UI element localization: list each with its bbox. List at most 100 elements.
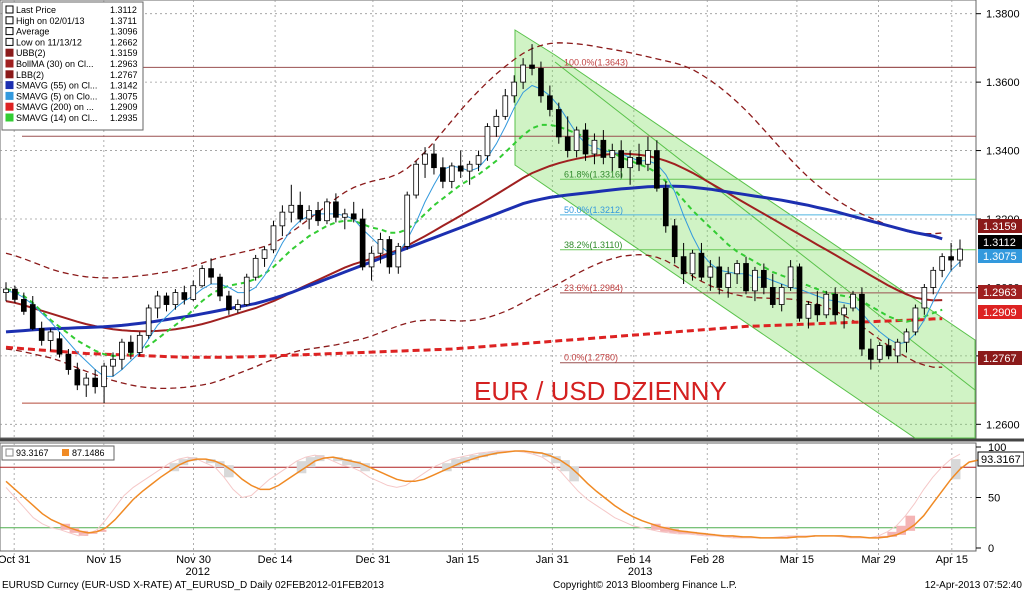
candle-body (38, 328, 45, 341)
footer-center: Copyright© 2013 Bloomberg Finance L.P. (553, 580, 737, 591)
legend-label: SMAVG (200) on ... (16, 102, 94, 112)
candle-body (520, 64, 526, 83)
candle-body (190, 285, 197, 300)
candle-body (957, 248, 963, 261)
candle-body (208, 268, 214, 278)
oscillator-tick-label: 0 (988, 543, 994, 555)
legend-swatch (5, 59, 14, 68)
candle-body (716, 266, 723, 288)
oscillator-legend-swatch (5, 448, 14, 457)
candle-body (743, 263, 749, 292)
candle-body (65, 353, 72, 370)
y-tick-label: 1.3800 (986, 9, 1020, 21)
candle-body (288, 204, 295, 213)
candle-body (350, 213, 357, 220)
candle-body (885, 345, 892, 357)
candle-body (725, 273, 732, 288)
y-tick-label: 1.2600 (986, 419, 1020, 431)
oscillator-shade (96, 529, 107, 532)
candle-body (636, 157, 642, 165)
candle-body (404, 194, 411, 247)
legend-swatch (5, 5, 14, 14)
candle-body (136, 334, 143, 353)
legend: Last Price 1.3112 High on 02/01/13 1.3711 Av… (1, 1, 144, 131)
price-tag-value: 1.2909 (983, 307, 1017, 319)
x-tick-label: Nov 30 (176, 554, 211, 566)
candle-body (324, 201, 330, 222)
oscillator-k-line (5, 450, 961, 539)
candle-body (930, 269, 937, 288)
candle-body (680, 256, 687, 275)
candle-body (359, 218, 366, 268)
candle-body (654, 150, 660, 189)
legend-swatch (5, 16, 14, 25)
footer: EURUSD Curncy (EUR-USD X-RATE) AT_EURUSD… (2, 580, 1022, 591)
x-tick-label: Feb 14 (617, 554, 651, 566)
candle-body (261, 249, 268, 259)
x-tick-label: Jan 15 (446, 554, 479, 566)
candle-body (547, 95, 553, 110)
x-tick-label: Apr 15 (936, 554, 968, 566)
price-tag (978, 285, 1022, 299)
oscillator-shade (205, 459, 216, 464)
candle-body (529, 64, 535, 69)
fibonacci-label: 50.0%(1.3212) (564, 205, 623, 215)
oscillator-shade (296, 461, 307, 474)
oscillator-shade (60, 523, 71, 530)
time-axis: Oct 31 Nov 15 Nov 30 Dec 14 Dec 31 Jan 15 Jan … (0, 554, 968, 578)
candle-body (172, 292, 179, 305)
candle-body (832, 293, 839, 316)
oscillator-shade (460, 457, 470, 464)
legend-label: Last Price (16, 5, 56, 15)
candle-body (199, 268, 205, 287)
candle-body (787, 266, 794, 288)
bollma-series (5, 152, 943, 333)
legend-label: BollMA (30) on Cl... (16, 59, 94, 69)
upper-bollinger-band (5, 42, 943, 279)
legend-value: 1.2909 (110, 102, 138, 112)
candle-body (778, 287, 785, 305)
oscillator-shade (905, 515, 916, 531)
oscillator-tag-value: 93.3167 (981, 454, 1021, 466)
oscillator-legend-box (1, 445, 115, 461)
oscillator-shade (187, 457, 198, 462)
footer-right: 12-Apr-2013 07:52:40 (925, 580, 1023, 591)
candle-body (698, 252, 705, 278)
oscillator-shade (678, 530, 688, 534)
sma200-series (5, 317, 943, 359)
footer-left: EURUSD Curncy (EUR-USD X-RATE) AT_EURUSD… (2, 580, 384, 591)
candle-body (921, 287, 928, 309)
oscillator-tick-label: 50 (988, 493, 1000, 505)
candle-body (154, 295, 161, 309)
legend-value: 1.3711 (110, 16, 137, 26)
candle-body (333, 201, 339, 218)
lower-bollinger-band (5, 253, 943, 390)
candle-body (627, 157, 633, 169)
oscillator-shade (651, 523, 661, 530)
candle-body (502, 95, 509, 117)
candle-body (21, 299, 27, 312)
oscillator-legend-value: 87.1486 (72, 448, 105, 458)
legend-swatch (5, 102, 14, 111)
candle-body (395, 245, 402, 268)
oscillator-shade (342, 459, 352, 466)
legend-label: UBB(2) (16, 48, 46, 58)
candle-body (92, 377, 98, 388)
fibonacci-labels: 100.0%(1.3643) 61.8%(1.3316) 50.0%(1.3212)… (564, 57, 628, 362)
oscillator-shade (87, 532, 98, 534)
candle-body (582, 129, 589, 155)
candle-body (859, 293, 865, 350)
price-tag-value: 1.2767 (983, 353, 1017, 365)
candle-body (823, 293, 830, 316)
legend-swatch (5, 27, 14, 36)
fibonacci-label: 100.0%(1.3643) (564, 57, 628, 67)
oscillator-shade (560, 460, 570, 472)
candle-body (645, 150, 651, 165)
candle-body (440, 167, 446, 182)
oscillator-tick-label: 100 (988, 442, 1006, 454)
legend-value: 1.2767 (110, 70, 138, 80)
legend-value: 1.3096 (110, 27, 138, 37)
candle-body (12, 288, 18, 300)
price-tag-value: 1.2963 (983, 287, 1017, 299)
candle-body (297, 204, 304, 220)
